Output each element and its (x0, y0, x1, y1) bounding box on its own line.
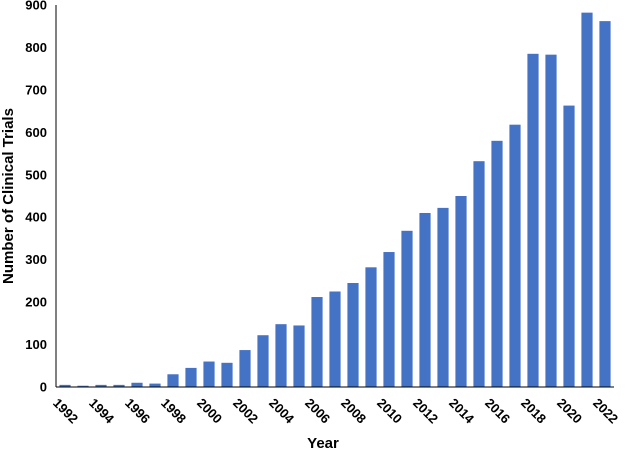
y-tick-label-900: 900 (25, 0, 47, 13)
bar-2020 (563, 105, 575, 387)
bar-1993 (77, 385, 89, 387)
x-tick-label-2000: 2000 (194, 395, 225, 426)
bar-1997 (149, 383, 161, 387)
y-tick-label-400: 400 (25, 210, 47, 225)
y-tick-label-700: 700 (25, 82, 47, 97)
bar-2012 (419, 212, 431, 387)
x-tick-label-2022: 2022 (590, 395, 621, 426)
bar-2008 (347, 283, 359, 387)
bar-2019 (545, 54, 557, 387)
bar-1999 (185, 367, 197, 387)
y-tick-label-300: 300 (25, 252, 47, 267)
bar-2006 (311, 297, 323, 387)
bar-2021 (581, 12, 593, 387)
bar-2011 (401, 230, 413, 387)
x-tick-label-1992: 1992 (50, 395, 81, 426)
bar-2014 (455, 196, 467, 387)
x-tick-label-1996: 1996 (122, 395, 153, 426)
x-tick-label-2004: 2004 (266, 395, 298, 427)
bar-2015 (473, 161, 485, 387)
bar-2016 (491, 140, 503, 387)
bar-2005 (293, 325, 305, 387)
y-tick-label-100: 100 (25, 337, 47, 352)
axes-group (55, 5, 614, 388)
y-tick-labels: 0 100 200 300 400 500 600 700 800 900 (25, 0, 47, 395)
x-tick-label-2012: 2012 (410, 395, 441, 426)
bar-2013 (437, 207, 449, 387)
x-tick-label-2010: 2010 (374, 395, 405, 426)
bar-2004 (275, 324, 287, 387)
bar-2000 (203, 361, 215, 387)
y-axis-title: Number of Clinical Trials (0, 108, 17, 284)
bar-2022 (599, 21, 611, 387)
bar-1998 (167, 374, 179, 387)
x-axis-title: Year (307, 435, 339, 450)
bar-1995 (113, 384, 125, 387)
bar-2010 (383, 252, 395, 387)
bar-2009 (365, 267, 377, 387)
x-tick-label-2008: 2008 (338, 395, 369, 426)
bar-1996 (131, 382, 143, 387)
y-tick-label-600: 600 (25, 125, 47, 140)
x-tick-label-2006: 2006 (302, 395, 333, 426)
bar-1992 (59, 384, 71, 387)
x-tick-label-2014: 2014 (446, 395, 478, 427)
bars-group (59, 12, 611, 388)
x-tick-label-2002: 2002 (230, 395, 261, 426)
x-tick-label-1994: 1994 (86, 395, 118, 427)
y-tick-label-200: 200 (25, 295, 47, 310)
y-tick-label-800: 800 (25, 40, 47, 55)
x-tick-label-2020: 2020 (554, 395, 585, 426)
x-tick-label-2018: 2018 (518, 395, 549, 426)
y-tick-label-0: 0 (40, 380, 47, 395)
bar-2007 (329, 291, 341, 387)
y-tick-label-500: 500 (25, 167, 47, 182)
bar-2001 (221, 362, 233, 387)
x-tick-labels: 1992 1994 1996 1998 2000 2002 2004 2006 2008 2010… (50, 395, 621, 427)
bar-2002 (239, 350, 251, 387)
bar-2018 (527, 53, 539, 388)
bar-1994 (95, 384, 107, 387)
x-tick-label-2016: 2016 (482, 395, 513, 426)
bar-2003 (257, 335, 269, 387)
bar-2017 (509, 124, 521, 387)
x-tick-label-1998: 1998 (158, 395, 189, 426)
